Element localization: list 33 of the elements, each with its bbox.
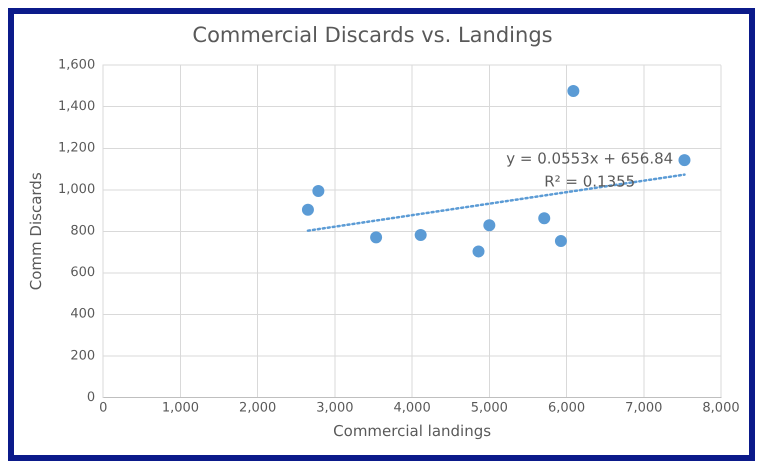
x-tick-label: 7,000 xyxy=(625,400,662,416)
x-tick-label: 1,000 xyxy=(162,400,200,416)
y-tick-label: 400 xyxy=(70,306,96,322)
point xyxy=(538,212,550,224)
x-tick-label: 0 xyxy=(99,400,108,416)
y-axis-title: Comm Discards xyxy=(26,172,45,290)
y-tick-label: 0 xyxy=(86,390,96,405)
y-tick-label: 1,600 xyxy=(58,58,96,73)
point xyxy=(302,204,314,216)
x-tick-label: 8,000 xyxy=(702,400,740,416)
point xyxy=(312,185,324,198)
point xyxy=(554,235,567,248)
point xyxy=(678,154,690,166)
y-tick-label: 800 xyxy=(70,224,96,239)
y-tick-label: 1,200 xyxy=(58,140,96,156)
point xyxy=(472,245,485,258)
y-tick-label: 1,400 xyxy=(58,99,96,114)
annotation: y = 0.0553x + 656.84 xyxy=(506,150,674,168)
chart-title: Commercial Discards vs. Landings xyxy=(192,23,553,48)
y-tick-label: 200 xyxy=(70,348,96,364)
x-tick-label: 4,000 xyxy=(394,400,431,416)
point xyxy=(370,231,382,244)
y-tick-label: 1,000 xyxy=(58,182,96,198)
x-tick-label: 6,000 xyxy=(548,400,586,416)
x-tick-label: 2,000 xyxy=(239,400,276,416)
point xyxy=(567,84,580,97)
annotation: R² = 0.1355 xyxy=(544,172,636,191)
point xyxy=(414,229,427,242)
x-tick-label: 3,000 xyxy=(316,400,354,416)
x-axis-title: Commercial landings xyxy=(333,422,492,440)
point xyxy=(483,219,496,232)
y-tick-label: 600 xyxy=(70,265,96,280)
x-tick-label: 5,000 xyxy=(470,400,508,416)
